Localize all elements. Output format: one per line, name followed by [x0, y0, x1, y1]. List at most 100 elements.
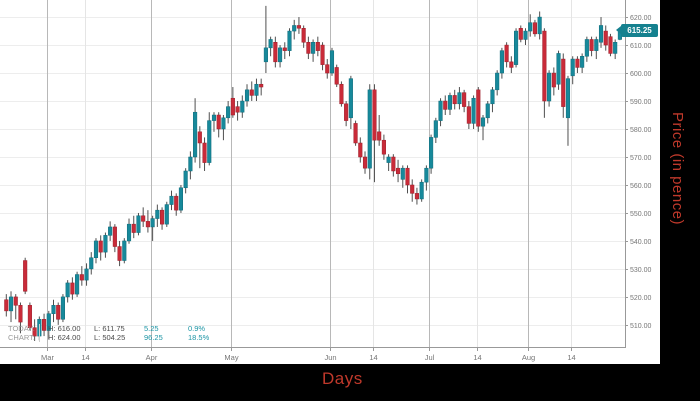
candle-up	[471, 97, 476, 124]
candle-up	[193, 111, 198, 158]
candle-up	[311, 42, 316, 54]
candle-up	[221, 117, 226, 130]
candle-up	[556, 53, 561, 85]
candle-down	[377, 131, 382, 141]
candle-down	[381, 139, 386, 155]
candle-up	[580, 55, 585, 68]
candle-up	[75, 274, 80, 295]
candle-down	[372, 89, 377, 141]
candle-down	[462, 92, 467, 107]
y-axis-title: Price (in pence)	[669, 112, 686, 226]
candle-up	[424, 167, 429, 183]
x-axis-title: Days	[322, 369, 363, 388]
candle-down	[325, 64, 330, 74]
candle-up	[367, 89, 372, 169]
candle-up	[565, 78, 571, 119]
x-tick-label: May	[224, 353, 238, 362]
legend-chart-label: CHART:	[8, 333, 35, 342]
legend-chart-change: 96.25	[144, 333, 163, 342]
candle-up	[547, 72, 552, 102]
candle-up	[60, 296, 65, 320]
candle-down	[117, 246, 122, 261]
candle-down	[230, 97, 235, 116]
y-tick-label: 600.00	[630, 71, 652, 78]
y-tick-label: 550.00	[630, 211, 652, 218]
candle-up	[499, 50, 504, 74]
candle-down	[334, 67, 339, 85]
candle-down	[542, 30, 547, 102]
candle-down	[216, 114, 221, 130]
candle-down	[141, 215, 146, 222]
candle-up	[594, 39, 599, 51]
candle-up	[400, 167, 405, 180]
candle-up	[122, 240, 127, 261]
candle-up	[278, 47, 283, 63]
candle-down	[396, 167, 401, 175]
candle-down	[197, 131, 202, 144]
x-tick-label: 14	[473, 353, 481, 362]
candle-down	[70, 282, 75, 295]
candle-down	[589, 39, 594, 51]
candle-up	[263, 47, 268, 63]
legend-today-pct: 0.9%	[188, 324, 206, 333]
candle-up	[89, 257, 94, 270]
candle-down	[306, 42, 311, 54]
candle-up	[570, 58, 575, 77]
candle-down	[296, 25, 301, 29]
candle-up	[65, 282, 70, 298]
x-tick-label: Aug	[522, 353, 535, 362]
legend-chart-pct: 18.5%	[188, 333, 210, 342]
candle-down	[145, 221, 150, 228]
candle-up	[207, 120, 212, 163]
y-tick-label: 610.00	[630, 43, 652, 50]
candle-up	[528, 22, 533, 32]
candle-down	[518, 28, 523, 40]
x-tick-label: 14	[567, 353, 575, 362]
candle-down	[131, 223, 136, 233]
candle-down	[4, 299, 9, 312]
legend-chart-high: H: 624.00	[48, 333, 81, 342]
y-tick-label: 510.00	[630, 323, 652, 330]
x-tick-label: 14	[369, 353, 377, 362]
candle-up	[169, 195, 174, 205]
candle-up	[178, 187, 183, 211]
candle-down	[98, 240, 103, 253]
candle-down	[112, 226, 117, 247]
candle-down	[79, 274, 84, 281]
candle-up	[613, 42, 618, 54]
candle-up	[537, 16, 542, 35]
candle-down	[42, 319, 47, 331]
candle-up	[514, 30, 519, 65]
candle-down	[509, 61, 514, 68]
y-tick-label: 520.00	[630, 295, 652, 302]
candle-up	[164, 204, 169, 225]
candle-down	[362, 156, 368, 169]
candle-down	[603, 30, 608, 46]
candle-down	[174, 195, 179, 211]
candle-down	[282, 47, 287, 51]
candle-up	[46, 313, 51, 331]
x-tick-label: Jul	[425, 353, 435, 362]
candle-down	[414, 193, 419, 200]
candle-up	[108, 226, 113, 236]
candle-down	[504, 44, 509, 63]
candle-up	[93, 240, 99, 258]
candle-up	[457, 92, 462, 105]
candle-up	[103, 235, 108, 253]
candle-up	[495, 72, 500, 91]
candle-up	[8, 296, 14, 312]
candle-up	[126, 223, 132, 242]
candle-up	[490, 89, 495, 105]
y-tick-label: 570.00	[630, 155, 652, 162]
candle-up	[155, 209, 160, 219]
candle-down	[561, 58, 566, 107]
x-tick-label: Jun	[324, 353, 336, 362]
legend-today-label: TODAY:	[8, 324, 35, 333]
candle-up	[348, 78, 353, 119]
candle-down	[27, 305, 32, 328]
candlestick-chart[interactable]: 620.00 610.00 600.00 590.00 580.00 570.00 560.…	[0, 0, 660, 364]
candle-up	[419, 181, 424, 200]
legend-row-chart: CHART: H: 624.00 L: 504.25 96.25 18.5%	[8, 333, 209, 342]
candle-down	[353, 123, 358, 144]
candle-down	[56, 305, 61, 320]
